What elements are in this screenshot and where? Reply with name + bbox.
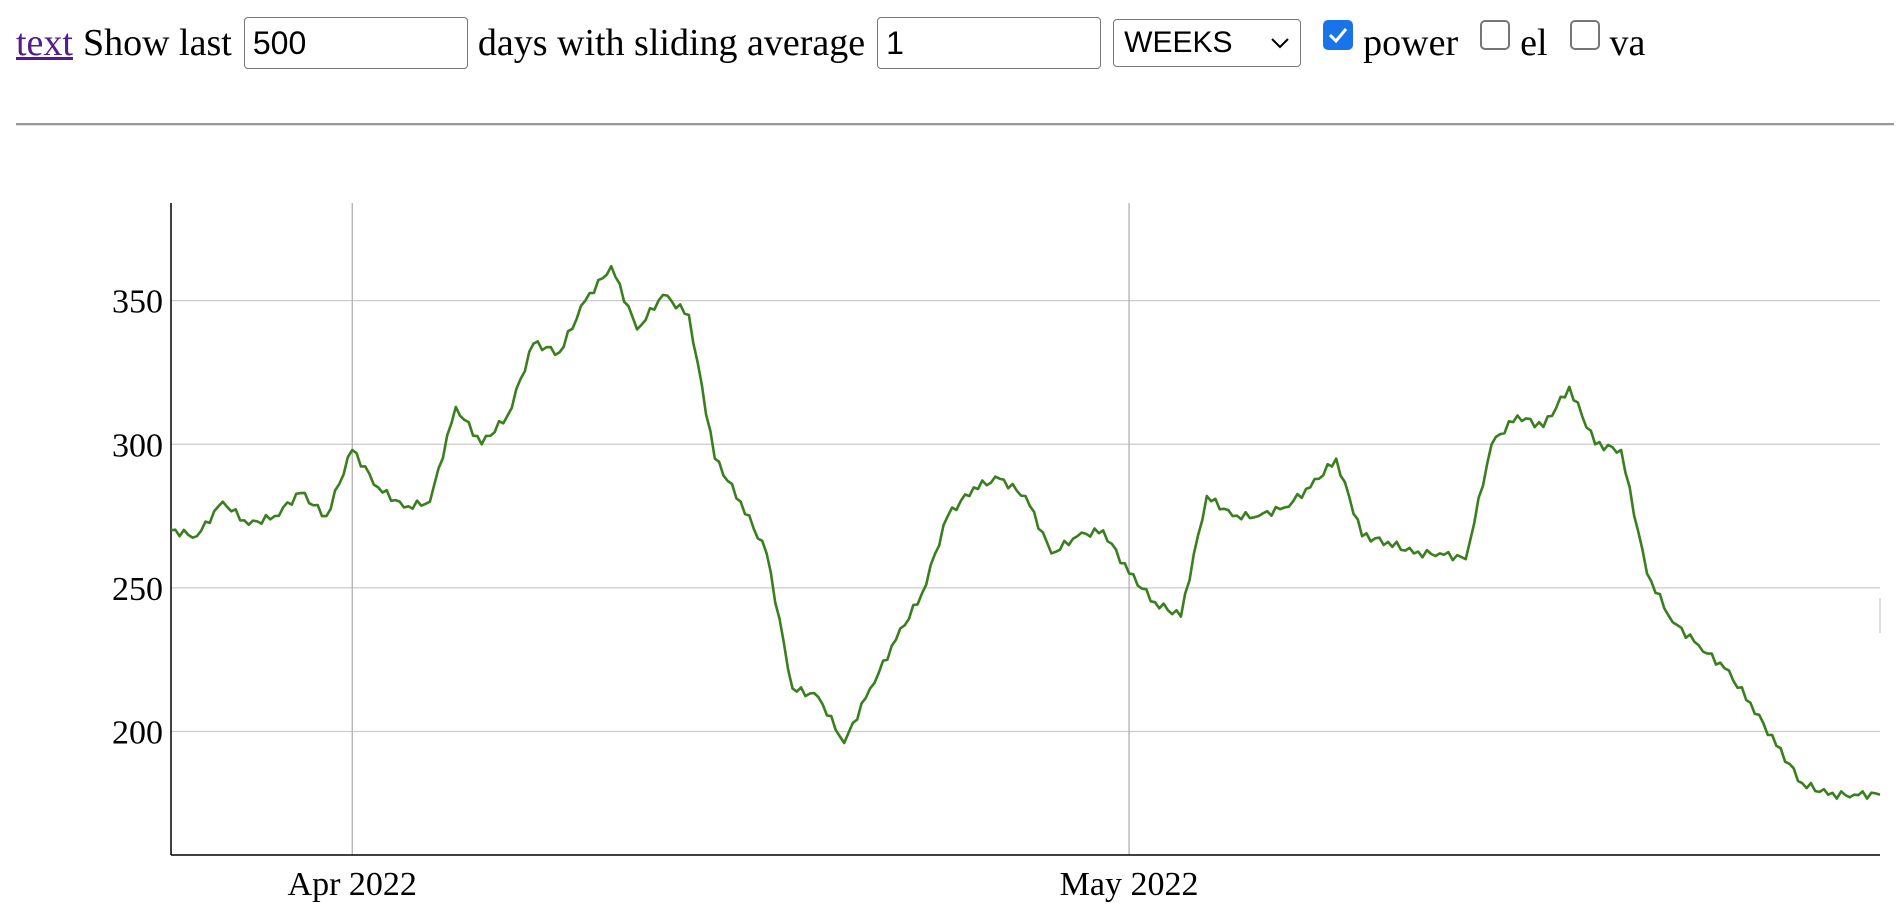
va-checkbox[interactable] — [1569, 20, 1600, 50]
unit-select-value: WEEKS — [1124, 26, 1233, 59]
text-link[interactable]: text — [16, 22, 73, 64]
show-last-label: Show last — [82, 22, 232, 64]
x-tick-label: May 2022 — [1060, 866, 1199, 903]
days-input[interactable] — [243, 17, 468, 69]
y-tick-label: 350 — [112, 284, 163, 321]
va-checkbox-label: va — [1609, 22, 1646, 64]
power-series-line — [170, 264, 1881, 800]
unit-select[interactable]: WEEKS — [1113, 19, 1302, 67]
y-tick-label: 250 — [112, 571, 163, 608]
power-checkbox-label: power — [1363, 22, 1459, 64]
chevron-down-icon — [1270, 37, 1290, 49]
horizontal-divider — [16, 123, 1894, 126]
x-tick-label: Apr 2022 — [288, 866, 417, 903]
el-checkbox-label: el — [1520, 22, 1548, 64]
checkmark-icon — [1329, 28, 1348, 43]
y-tick-label: 200 — [112, 714, 163, 751]
sliding-average-label: days with sliding average — [477, 22, 866, 64]
average-input[interactable] — [877, 17, 1102, 69]
el-checkbox[interactable] — [1480, 20, 1511, 50]
controls-toolbar: text Show last days with sliding average… — [16, 14, 1645, 72]
power-checkbox[interactable] — [1323, 20, 1354, 50]
y-tick-label: 300 — [112, 427, 163, 464]
power-line-chart: 200 250 300 350 Apr 2022 May 2022 — [112, 203, 1881, 903]
